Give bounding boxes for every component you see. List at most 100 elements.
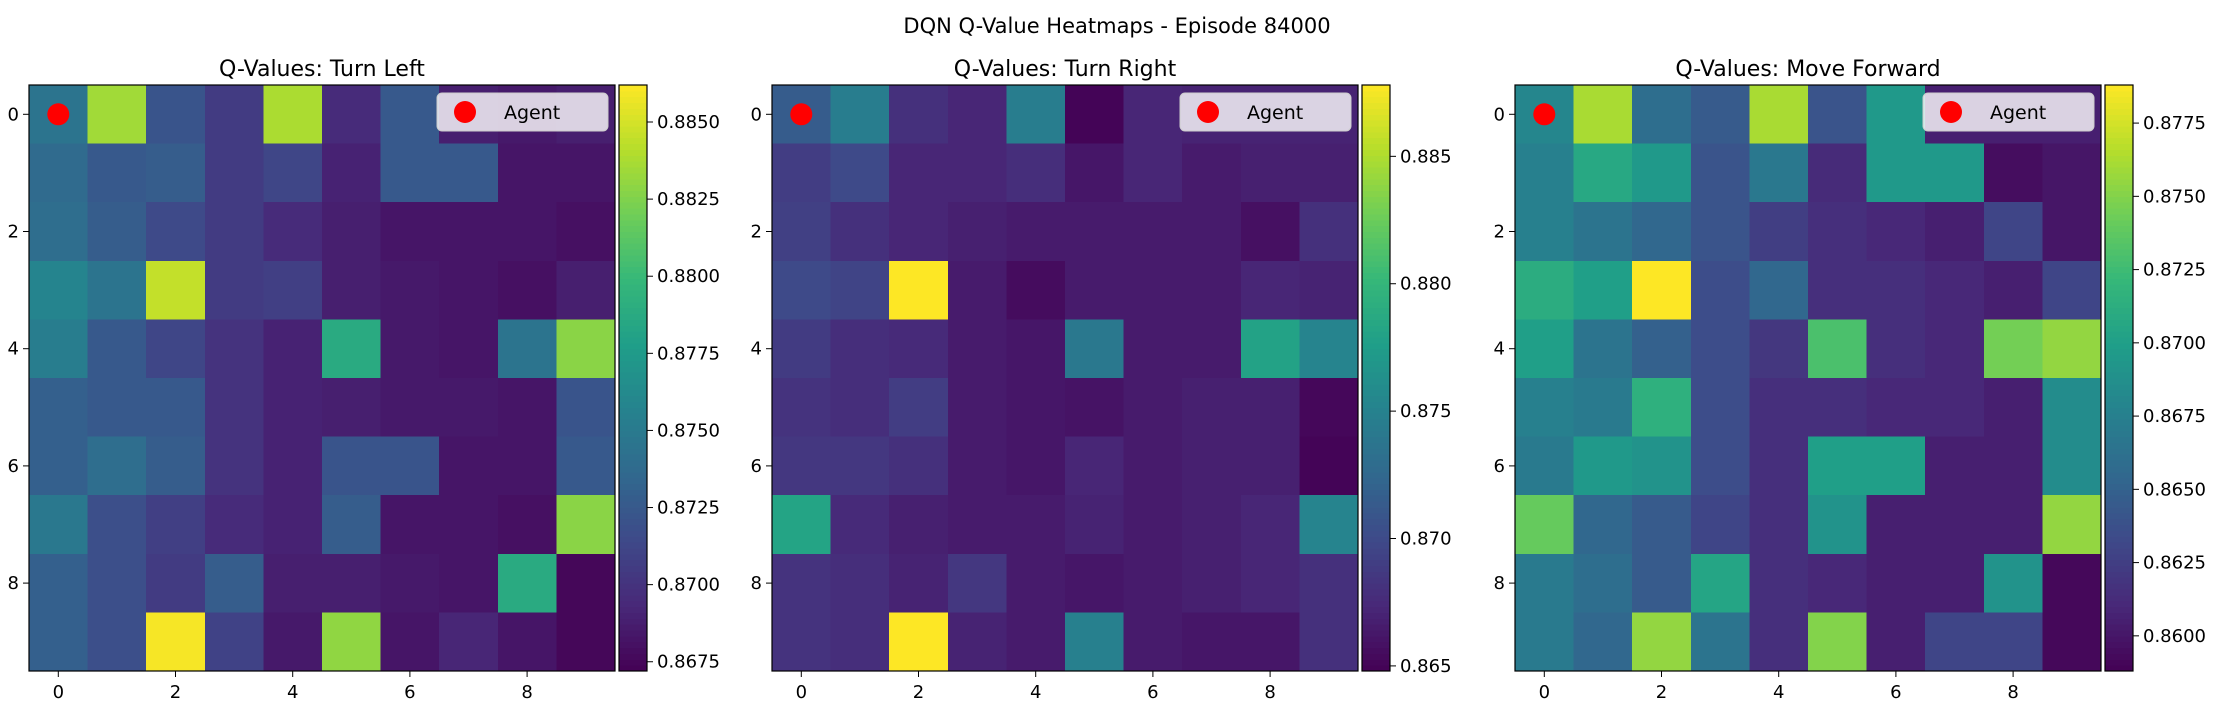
heatmap-cell xyxy=(947,553,1007,613)
heatmap-cell xyxy=(1925,143,1985,203)
heatmap-cell xyxy=(380,260,440,320)
heatmap-cell xyxy=(87,319,147,379)
colorbar-segment xyxy=(619,577,647,584)
heatmap-cell xyxy=(1690,495,1750,555)
heatmap-cell xyxy=(947,85,1007,145)
heatmap-cell xyxy=(947,202,1007,262)
colorbar-segment xyxy=(619,641,647,649)
heatmap-cell xyxy=(1240,612,1300,672)
heatmap-cell xyxy=(204,143,264,203)
colorbar-segment xyxy=(1362,430,1390,438)
colorbar-segment xyxy=(1362,659,1390,666)
heatmap-cell xyxy=(1006,85,1066,145)
heatmap-cell xyxy=(1808,319,1868,379)
heatmap-panel-3: Q-Values: Move Forward 0 2 4 6 8 0 2 4 6 8 Agent 0.8… xyxy=(1494,57,2206,703)
legend-agent-marker xyxy=(1940,101,1962,123)
colorbar-segment xyxy=(1362,506,1390,514)
colorbar-segment xyxy=(1362,360,1390,367)
heatmap-cell xyxy=(29,319,89,379)
colorbar-segment xyxy=(1362,249,1390,256)
colorbar-segment xyxy=(619,172,647,180)
heatmap-cell xyxy=(1515,378,1575,438)
heatmap-cell xyxy=(1866,495,1926,555)
y-tick-label: 6 xyxy=(8,456,19,477)
heatmap-cell xyxy=(1749,436,1809,496)
colorbar-segment xyxy=(619,325,647,332)
colorbar-tick-label: 0.8750 xyxy=(2143,186,2206,207)
colorbar-segment xyxy=(2105,401,2133,408)
heatmap-cell xyxy=(1573,378,1633,438)
heatmap-cell xyxy=(1065,495,1125,555)
heatmap-cell xyxy=(1123,553,1183,613)
colorbar-segment xyxy=(1362,383,1390,391)
heatmap-cell xyxy=(889,143,949,203)
heatmap-cell xyxy=(1632,319,1692,379)
heatmap-cell xyxy=(204,85,264,145)
colorbar-segment xyxy=(1362,172,1390,180)
colorbar-segment xyxy=(1362,489,1390,496)
colorbar-segment xyxy=(1362,483,1390,490)
colorbar-segment xyxy=(1362,237,1390,244)
colorbar-segment xyxy=(2105,547,2133,555)
heatmap-cell xyxy=(87,495,147,555)
heatmap-cell xyxy=(1983,319,2043,379)
heatmap-cell xyxy=(1065,553,1125,613)
heatmap-cell xyxy=(1573,436,1633,496)
colorbar-segment xyxy=(1362,213,1390,221)
agent-marker xyxy=(1533,103,1556,126)
colorbar-tick-label: 0.8775 xyxy=(2143,113,2206,134)
colorbar-tick-label: 0.8700 xyxy=(2143,333,2206,354)
heatmap-cell xyxy=(439,260,499,320)
heatmap-cell xyxy=(772,319,832,379)
colorbar-segment xyxy=(1362,331,1390,338)
heatmap-cell xyxy=(204,202,264,262)
colorbar-segment xyxy=(1362,542,1390,549)
colorbar-segment xyxy=(2105,501,2133,508)
colorbar-segment xyxy=(2105,430,2133,438)
colorbar-segment xyxy=(619,196,647,203)
heatmap-cell xyxy=(263,612,323,672)
colorbar-segment xyxy=(619,583,647,590)
colorbar-segment xyxy=(619,126,647,133)
heatmap-cell xyxy=(772,553,832,613)
colorbar-segment xyxy=(1362,319,1390,326)
heatmap-cell xyxy=(204,553,264,613)
colorbar-segment xyxy=(2105,307,2133,315)
heatmap-cell xyxy=(1983,260,2043,320)
colorbar-segment xyxy=(2105,583,2133,590)
colorbar-segment xyxy=(2105,336,2133,344)
heatmap-cell xyxy=(1182,436,1242,496)
colorbar-segment xyxy=(619,120,647,127)
x-tick-label: 2 xyxy=(170,682,181,703)
colorbar-segment xyxy=(2105,448,2133,455)
legend-box xyxy=(1922,92,2095,132)
heatmap-cell xyxy=(1866,202,1926,262)
colorbar-segment xyxy=(619,524,647,531)
heatmap-cell xyxy=(1299,553,1359,613)
heatmap-cell xyxy=(146,202,206,262)
heatmap-cell xyxy=(1299,495,1359,555)
colorbar-segment xyxy=(1362,178,1390,186)
colorbar-tick-label: 0.8675 xyxy=(657,652,720,673)
heatmap-cell xyxy=(497,612,557,672)
colorbar-segment xyxy=(1362,553,1390,561)
heatmap-cell xyxy=(2042,143,2102,203)
colorbar-segment xyxy=(1362,290,1390,297)
colorbar-segment xyxy=(619,512,647,520)
heatmap-cell xyxy=(1749,85,1809,145)
colorbar-segment xyxy=(2105,477,2133,484)
colorbar-segment xyxy=(619,571,647,578)
colorbar-segment xyxy=(619,606,647,613)
heatmap-cell xyxy=(146,495,206,555)
heatmap-cell xyxy=(947,612,1007,672)
colorbar-segment xyxy=(2105,284,2133,291)
colorbar-segment xyxy=(2105,249,2133,256)
colorbar-segment xyxy=(619,588,647,596)
colorbar-segment xyxy=(2105,202,2133,209)
colorbar-segment xyxy=(2105,653,2133,660)
colorbar-tick-label: 0.8700 xyxy=(657,575,720,596)
heatmap-cell xyxy=(322,495,382,555)
x-tick-label: 4 xyxy=(287,682,298,703)
colorbar-segment xyxy=(1362,336,1390,344)
heatmap-cell xyxy=(830,553,890,613)
